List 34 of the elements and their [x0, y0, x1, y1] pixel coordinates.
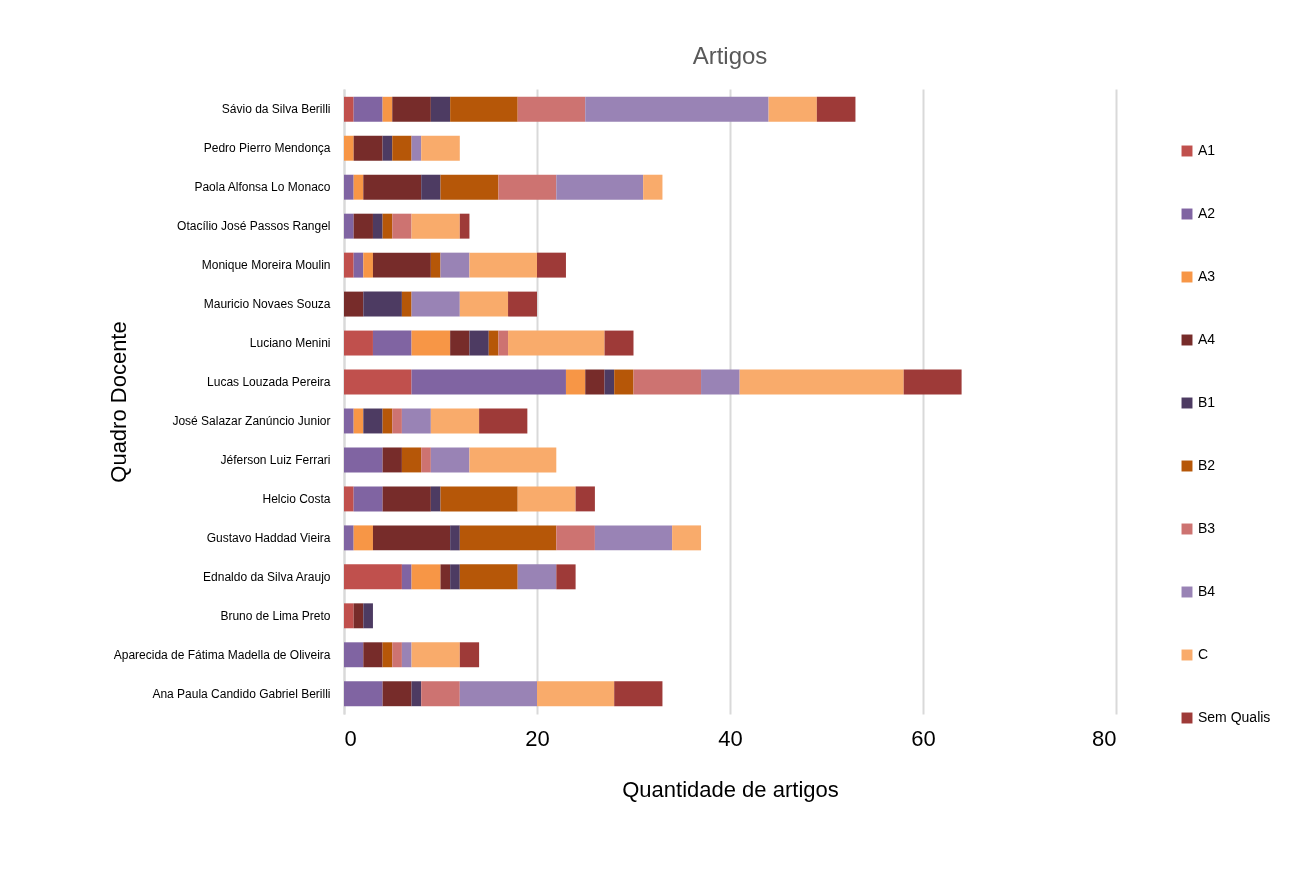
y-tick-label: Bruno de Lima Preto	[220, 608, 331, 623]
y-tick-label: Lucas Louzada Pereira	[207, 375, 331, 390]
legend-label: A3	[1198, 268, 1216, 284]
y-tick-label: Monique Moreira Moulin	[201, 258, 331, 273]
y-tick-label: Helcio Costa	[262, 491, 331, 506]
x-tick-label: 0	[344, 725, 357, 751]
legend-label: Sem Qualis	[1198, 709, 1271, 725]
y-tick-label: Pedro Pierro Mendonça	[203, 141, 331, 156]
y-tick-label: Sávio da Silva Berilli	[221, 102, 331, 117]
y-tick-label: Gustavo Haddad Vieira	[206, 530, 331, 545]
y-tick-label: Ana Paula Candido Gabriel Berilli	[152, 686, 331, 701]
y-tick-label: Aparecida de Fátima Madella de Oliveira	[113, 647, 331, 662]
legend-label: A2	[1198, 205, 1216, 221]
legend-label: B2	[1198, 457, 1216, 473]
y-tick-label: Paola Alfonsa Lo Monaco	[194, 180, 331, 195]
y-tick-label: Luciano Menini	[249, 336, 331, 351]
y-tick-label: Jéferson Luiz Ferrari	[220, 452, 331, 467]
y-tick-label: Otacílio José Passos Rangel	[177, 219, 331, 234]
y-axis-title: Quadro Docente	[105, 321, 131, 483]
x-axis-title: Quantidade de artigos	[622, 776, 839, 802]
legend-label: A1	[1198, 142, 1216, 158]
y-tick-label: Mauricio Novaes Souza	[203, 297, 331, 312]
x-tick-label: 60	[911, 725, 936, 751]
chart-title: Artigos	[692, 42, 768, 69]
legend-label: B1	[1198, 394, 1216, 410]
x-tick-label: 20	[525, 725, 550, 751]
x-tick-label: 80	[1092, 725, 1117, 751]
y-tick-label: José Salazar Zanúncio Junior	[172, 413, 331, 428]
legend-label: C	[1198, 646, 1209, 662]
legend-label: B4	[1198, 583, 1216, 599]
legend-label: A4	[1198, 331, 1216, 347]
y-tick-label: Ednaldo da Silva Araujo	[203, 569, 331, 584]
x-tick-label: 40	[718, 725, 743, 751]
legend-label: B3	[1198, 520, 1216, 536]
